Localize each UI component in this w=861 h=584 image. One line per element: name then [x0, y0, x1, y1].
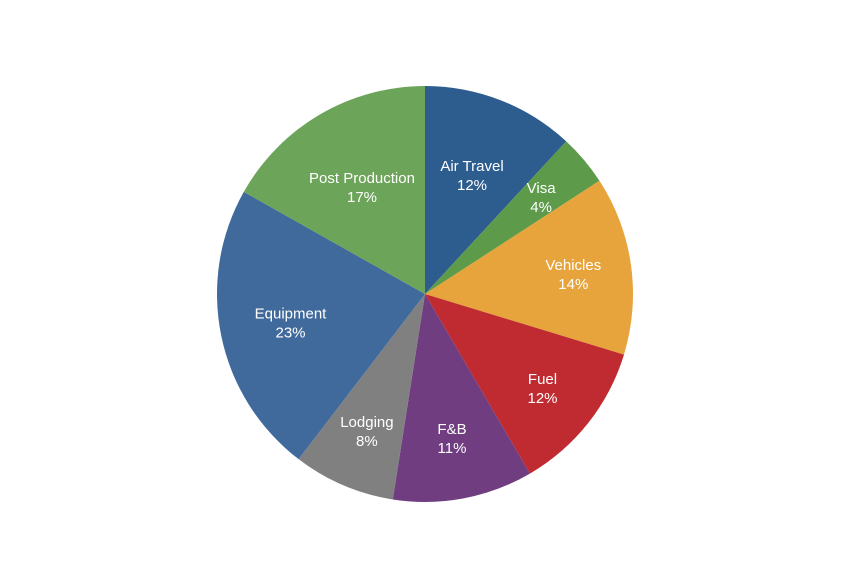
slice-label-post-production: Post Production — [309, 170, 415, 187]
pie-slice-post-production — [243, 86, 425, 294]
slice-label-fandb: F&B — [437, 421, 466, 438]
pie-labels: Air Travel 12% Visa 4% Vehicles 14% Fuel 12% F&B… — [255, 158, 602, 457]
pie-slices — [217, 86, 633, 502]
slice-label-lodging: Lodging — [340, 414, 393, 431]
pie-slice-equipment — [217, 191, 425, 460]
pie-slice-vehicles — [425, 180, 633, 355]
slice-label-air-travel: Air Travel — [440, 158, 503, 175]
slice-label-equipment: Equipment — [255, 306, 328, 323]
slice-value-visa: 4% — [530, 199, 552, 216]
slice-label-fuel: Fuel — [528, 371, 557, 388]
slice-label-vehicles: Vehicles — [545, 257, 601, 274]
pie-slice-visa — [425, 141, 600, 294]
pie-slice-air-travel — [425, 86, 567, 294]
slice-value-lodging: 8% — [356, 433, 378, 450]
slice-value-post-production: 17% — [347, 189, 377, 206]
pie-slice-fuel — [425, 294, 624, 474]
slice-label-visa: Visa — [527, 180, 557, 197]
slice-value-vehicles: 14% — [558, 276, 588, 293]
slice-value-air-travel: 12% — [457, 177, 487, 194]
pie-slice-fandb — [392, 294, 530, 502]
slice-value-fuel: 12% — [527, 390, 557, 407]
slice-value-fandb: 11% — [438, 440, 467, 457]
slice-value-equipment: 23% — [275, 325, 305, 342]
pie-slice-lodging — [298, 294, 425, 500]
